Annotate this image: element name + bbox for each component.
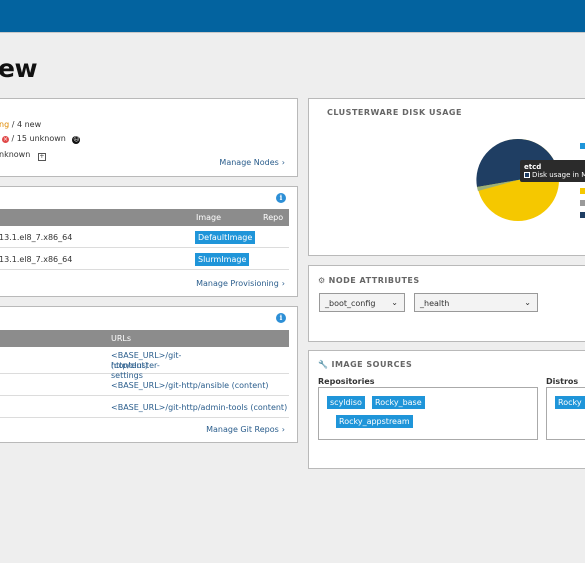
wrench-icon: 🔧 xyxy=(318,360,329,369)
info-icon[interactable]: i xyxy=(276,193,286,203)
legend-swatch xyxy=(580,188,585,194)
repo-url-line: (content) xyxy=(111,361,148,370)
attribute-select-2[interactable]: _health ⌄ xyxy=(414,293,538,312)
header-image: Image xyxy=(196,213,222,222)
repo-badge[interactable]: scyldiso xyxy=(327,396,365,409)
chevron-right-icon: › xyxy=(281,425,285,434)
pie-slice-green xyxy=(477,180,518,191)
distros-label: Distros xyxy=(546,377,579,386)
tooltip-body: Disk usage in MB: xyxy=(524,171,585,179)
nodes-new-count: / 4 new xyxy=(9,120,42,129)
nodes-warning-count[interactable]: ng xyxy=(0,120,10,129)
nodes-status-line-1: ng / 4 new xyxy=(0,120,41,129)
table-row[interactable]: <BASE_URL>/git-http/cluster-settings (co… xyxy=(0,347,289,380)
image-sources-title: IMAGE SOURCES xyxy=(331,360,413,369)
table-row[interactable]: <BASE_URL>/git-http/admin-tools (content… xyxy=(0,397,289,418)
distros-box: Rocky xyxy=(546,387,585,440)
repositories-label: Repositories xyxy=(318,377,375,386)
nodes-unknown-count: / 15 unknown xyxy=(9,134,66,143)
info-icon[interactable]: i xyxy=(276,313,286,323)
pie-slice-dark-left xyxy=(476,138,518,187)
chevron-right-icon: › xyxy=(281,158,285,167)
repositories-box: scyldiso Rocky_base Rocky_appstream xyxy=(318,387,538,440)
top-header-bar xyxy=(0,0,585,32)
manage-nodes-label: Manage Nodes xyxy=(219,158,279,167)
disk-usage-heading: CLUSTERWARE DISK USAGE xyxy=(327,108,462,117)
nodes-status-line-2: × / 15 unknown ☹ xyxy=(0,134,81,144)
nodes-summary-card: ng / 4 new × / 15 unknown ☹ nknown + Man… xyxy=(0,98,298,177)
git-repos-table-header: URLs xyxy=(0,330,289,347)
boot-config-name: 13.1.el8_7.x86_64 xyxy=(0,233,73,242)
provisioning-card: i Image Repo 13.1.el8_7.x86_64 DefaultIm… xyxy=(0,186,298,297)
tooltip-text: Disk usage in MB: xyxy=(532,171,585,179)
header-divider xyxy=(0,32,585,33)
image-sources-heading: 🔧 IMAGE SOURCES xyxy=(318,360,412,369)
image-badge[interactable]: DefaultImage xyxy=(195,231,256,244)
image-badge[interactable]: SlurmImage xyxy=(195,253,250,266)
manage-git-repos-link[interactable]: Manage Git Repos › xyxy=(206,425,285,434)
manage-nodes-link[interactable]: Manage Nodes › xyxy=(219,158,285,167)
attribute-select-1[interactable]: _boot_config ⌄ xyxy=(319,293,405,312)
nodes-unknown-label: nknown xyxy=(0,150,31,159)
nodes-status-line-3: nknown + xyxy=(0,150,46,161)
table-row[interactable]: 13.1.el8_7.x86_64 DefaultImage xyxy=(0,226,289,248)
repo-badge[interactable]: Rocky_appstream xyxy=(336,415,413,428)
disk-usage-pie-chart[interactable] xyxy=(475,138,565,228)
table-row[interactable]: 13.1.el8_7.x86_64 SlurmImage xyxy=(0,249,289,270)
repo-badge[interactable]: Rocky_base xyxy=(372,396,425,409)
legend-swatch xyxy=(580,212,585,218)
manage-provisioning-label: Manage Provisioning xyxy=(196,279,279,288)
header-repo: Repo xyxy=(263,213,284,222)
tooltip-title: etcd xyxy=(524,163,542,171)
series-swatch xyxy=(524,172,530,178)
attribute-select-1-value: _boot_config xyxy=(325,299,376,308)
legend-swatch xyxy=(580,143,585,149)
repo-url[interactable]: <BASE_URL>/git-http/ansible (content) xyxy=(111,381,269,390)
manage-provisioning-link[interactable]: Manage Provisioning › xyxy=(196,279,285,288)
error-icon: × xyxy=(2,136,9,143)
manage-git-repos-label: Manage Git Repos xyxy=(206,425,279,434)
image-sources-card: 🔧 IMAGE SOURCES Repositories Distros scyl… xyxy=(308,350,585,469)
gear-icon: ⚙ xyxy=(318,276,326,285)
node-attributes-card: ⚙ NODE ATTRIBUTES _boot_config ⌄ _health … xyxy=(308,265,585,342)
repo-url[interactable]: <BASE_URL>/git-http/admin-tools (content… xyxy=(111,403,288,412)
provisioning-table-header: Image Repo xyxy=(0,209,289,226)
plus-box-icon[interactable]: + xyxy=(37,153,46,161)
git-repos-card: i URLs <BASE_URL>/git-http/cluster-setti… xyxy=(0,306,298,443)
attribute-select-2-value: _health xyxy=(420,299,450,308)
distro-badge[interactable]: Rocky xyxy=(555,396,585,409)
chevron-down-icon: ⌄ xyxy=(391,298,398,307)
legend-swatch xyxy=(580,200,585,206)
repo-url-line: <BASE_URL>/git-http/cluster-settings xyxy=(111,351,182,380)
header-urls: URLs xyxy=(111,334,132,343)
page-title: ew xyxy=(0,54,38,83)
node-attributes-title: NODE ATTRIBUTES xyxy=(328,276,420,285)
node-attributes-heading: ⚙ NODE ATTRIBUTES xyxy=(318,276,420,285)
disk-usage-card: CLUSTERWARE DISK USAGE etcd Disk usage i… xyxy=(308,98,585,256)
unknown-face-icon: ☹ xyxy=(72,136,81,144)
chevron-down-icon: ⌄ xyxy=(524,298,531,307)
chevron-right-icon: › xyxy=(281,279,285,288)
table-row[interactable]: <BASE_URL>/git-http/ansible (content) xyxy=(0,375,289,396)
chart-tooltip: etcd Disk usage in MB: xyxy=(520,160,585,182)
boot-config-name: 13.1.el8_7.x86_64 xyxy=(0,255,73,264)
